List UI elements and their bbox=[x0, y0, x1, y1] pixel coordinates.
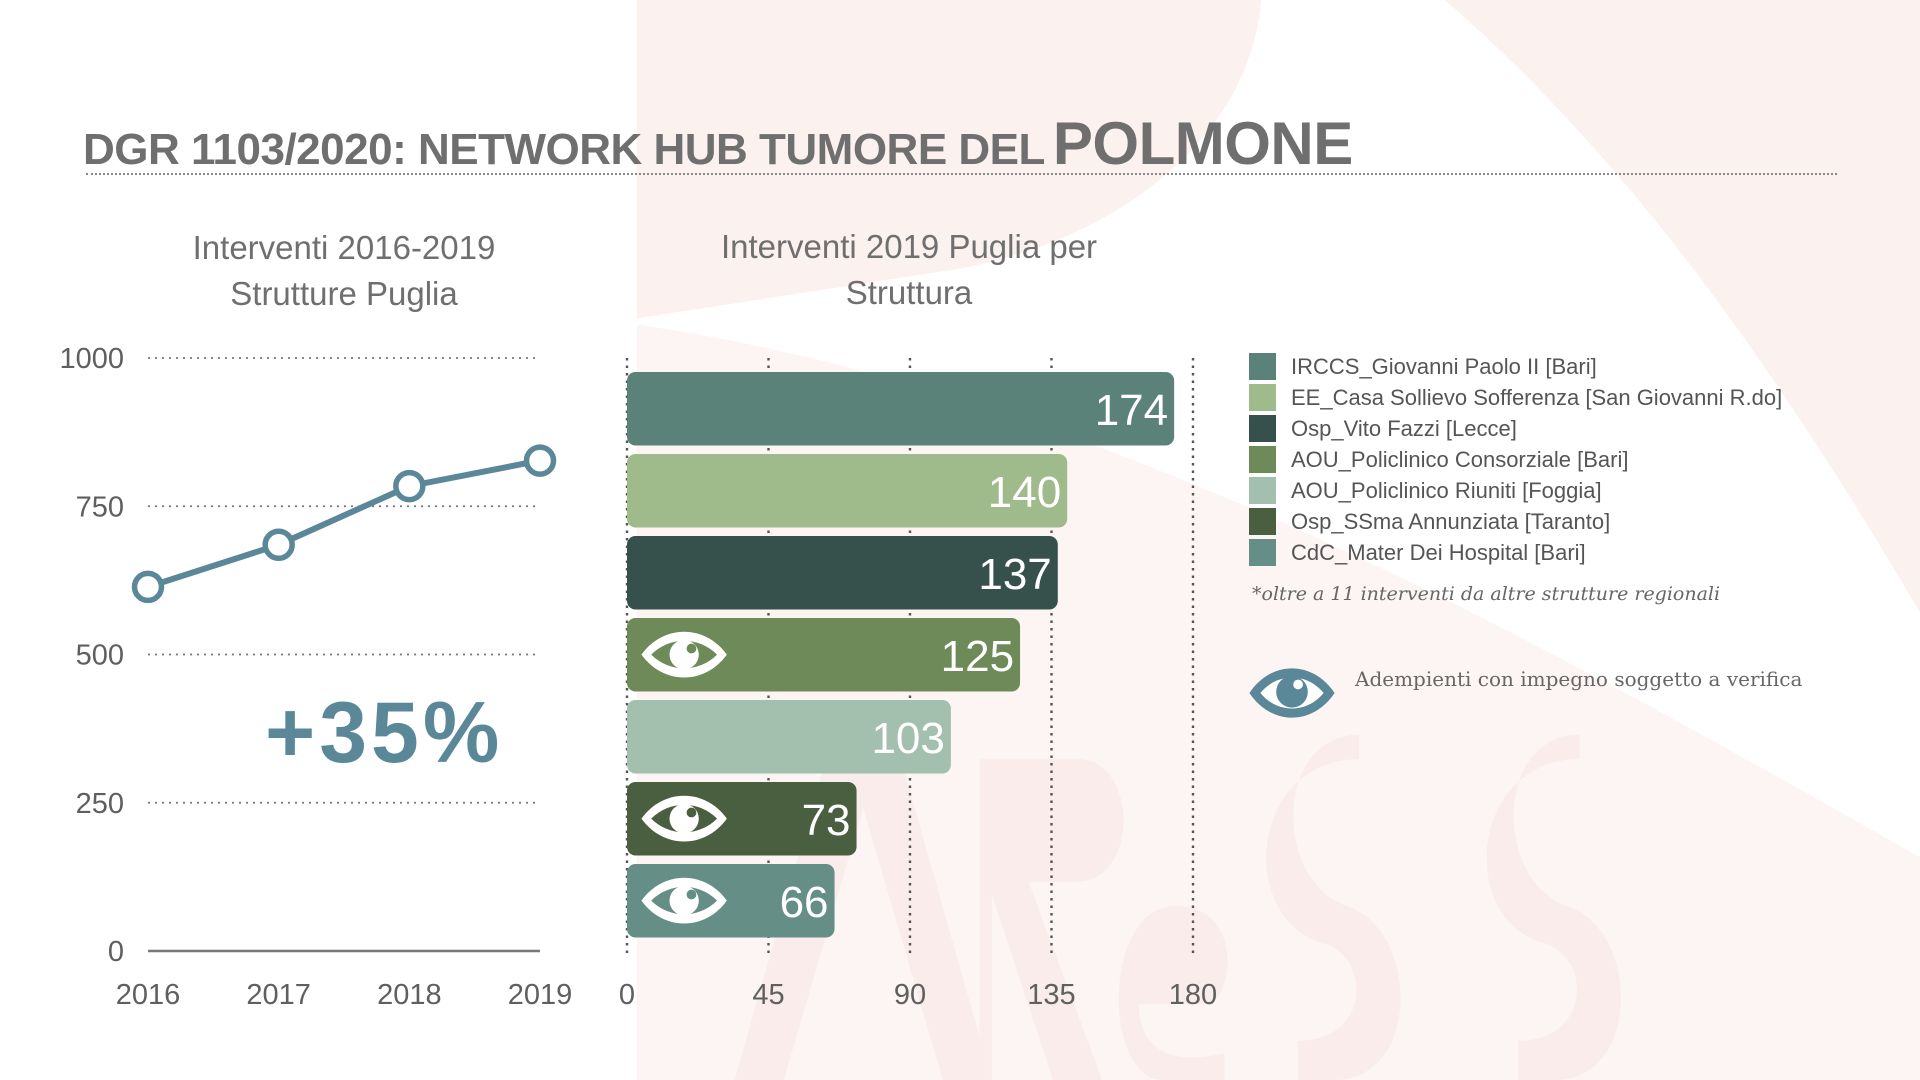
legend-item: EE_Casa Sollievo Sofferenza [San Giovann… bbox=[1249, 382, 1782, 413]
x-tick-label: 180 bbox=[1169, 979, 1217, 1011]
page-title: DGR 1103/2020: NETWORK HUB TUMORE DEL POL… bbox=[83, 108, 1353, 196]
data-point bbox=[262, 528, 295, 562]
legend: IRCCS_Giovanni Paolo II [Bari] EE_Casa So… bbox=[1249, 351, 1782, 568]
title-main: DGR 1103/2020: NETWORK HUB TUMORE DEL bbox=[83, 125, 1045, 174]
eye-legend: Adempienti con impegno soggetto a verifi… bbox=[1247, 665, 1815, 721]
line-chart: 0 250 500 750 1000 2016 2017 2018 2019 bbox=[59, 343, 573, 1011]
legend-item: AOU_Policlinico Consorziale [Bari] bbox=[1249, 444, 1782, 475]
line-title-1: Interventi 2016-2019 bbox=[192, 229, 496, 266]
growth-annotation: +35% bbox=[265, 685, 504, 781]
bar bbox=[627, 372, 1175, 446]
bar bbox=[627, 700, 951, 774]
legend-swatch bbox=[1249, 415, 1276, 442]
bar-chart: 0 45 90 135 180 174 140 137 125 103 73 66 bbox=[619, 358, 1217, 1011]
legend-swatch bbox=[1249, 446, 1276, 473]
y-tick-label: 0 bbox=[108, 936, 124, 968]
legend-label: AOU_Policlinico Riuniti [Foggia] bbox=[1291, 477, 1602, 503]
legend-swatch bbox=[1249, 508, 1276, 535]
eye-highlight bbox=[686, 889, 697, 900]
bar-value-label: 66 bbox=[780, 878, 829, 927]
eye-icon bbox=[641, 795, 727, 842]
title-highlight: POLMONE bbox=[1052, 110, 1353, 177]
footnote: *oltre a 11 interventi da altre struttur… bbox=[1252, 583, 1721, 605]
legend-label: IRCCS_Giovanni Paolo II [Bari] bbox=[1291, 353, 1597, 379]
x-tick-label: 90 bbox=[894, 979, 926, 1011]
data-point bbox=[131, 570, 165, 604]
title-divider bbox=[86, 173, 1837, 175]
legend-item: Osp_SSma Annunziata [Taranto] bbox=[1249, 506, 1782, 537]
bar bbox=[627, 618, 1021, 692]
bar-value-label: 125 bbox=[941, 632, 1014, 681]
bar-value-label: 73 bbox=[802, 796, 851, 845]
line-chart-title: Interventi 2016-2019 Strutture Puglia bbox=[124, 225, 564, 317]
legend-item: IRCCS_Giovanni Paolo II [Bari] bbox=[1249, 351, 1782, 382]
bar bbox=[627, 536, 1058, 610]
x-tick-label: 2016 bbox=[116, 979, 181, 1011]
eye-highlight bbox=[686, 643, 697, 654]
x-tick-label: 45 bbox=[752, 979, 784, 1011]
eye-icon bbox=[641, 877, 727, 924]
legend-label: Osp_SSma Annunziata [Taranto] bbox=[1291, 508, 1611, 534]
bar-title-1: Interventi 2019 Puglia per bbox=[720, 228, 1098, 265]
bar-title-2: Struttura bbox=[845, 274, 973, 311]
x-tick-label: 2017 bbox=[246, 979, 311, 1011]
legend-label: CdC_Mater Dei Hospital [Bari] bbox=[1291, 539, 1586, 565]
legend-swatch bbox=[1249, 539, 1276, 566]
y-tick-label: 1000 bbox=[59, 343, 124, 375]
y-tick-label: 750 bbox=[76, 491, 124, 523]
legend-label: Osp_Vito Fazzi [Lecce] bbox=[1291, 415, 1517, 441]
data-point bbox=[523, 444, 557, 477]
eye-legend-label: Adempienti con impegno soggetto a verifi… bbox=[1355, 667, 1803, 691]
x-tick-label: 2018 bbox=[377, 979, 442, 1011]
legend-item: AOU_Policlinico Riuniti [Foggia] bbox=[1249, 475, 1782, 506]
bar-value-label: 103 bbox=[871, 714, 944, 763]
legend-swatch bbox=[1249, 384, 1276, 411]
series-line bbox=[147, 457, 541, 590]
legend-item: Osp_Vito Fazzi [Lecce] bbox=[1249, 413, 1782, 444]
eye-pupil bbox=[669, 803, 699, 834]
eye-icon bbox=[1249, 668, 1335, 718]
legend-label: EE_Casa Sollievo Sofferenza [San Giovann… bbox=[1291, 384, 1783, 410]
x-tick-label: 0 bbox=[619, 979, 635, 1011]
y-tick-label: 500 bbox=[76, 640, 124, 672]
bar-value-label: 174 bbox=[1095, 386, 1168, 435]
eye-icon bbox=[641, 631, 727, 678]
legend-swatch bbox=[1249, 477, 1276, 504]
eye-pupil bbox=[669, 885, 699, 916]
bar-value-label: 140 bbox=[988, 468, 1061, 517]
legend-swatch bbox=[1249, 353, 1276, 380]
line-title-2: Strutture Puglia bbox=[230, 275, 458, 312]
eye-highlight bbox=[686, 807, 697, 818]
bar bbox=[627, 454, 1068, 528]
eye-pupil bbox=[669, 639, 699, 670]
x-tick-label: 135 bbox=[1027, 979, 1075, 1011]
bar-chart-title: Interventi 2019 Puglia per Struttura bbox=[659, 224, 1159, 316]
y-tick-label: 250 bbox=[76, 788, 124, 820]
legend-label: AOU_Policlinico Consorziale [Bari] bbox=[1291, 446, 1629, 472]
bar-value-label: 137 bbox=[978, 550, 1051, 599]
data-point bbox=[393, 469, 426, 503]
x-tick-label: 2019 bbox=[508, 979, 573, 1011]
legend-item: CdC_Mater Dei Hospital [Bari] bbox=[1249, 537, 1782, 568]
